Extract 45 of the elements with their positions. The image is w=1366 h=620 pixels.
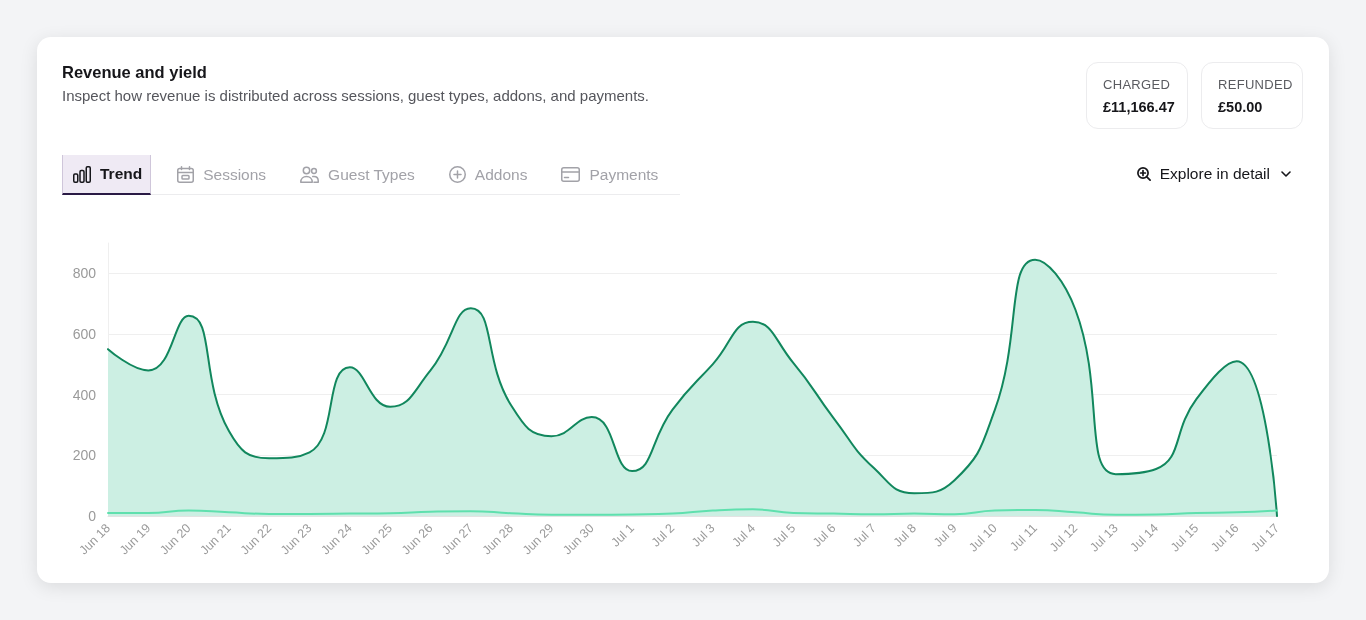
x-tick-label: Jun 29 — [519, 521, 557, 558]
x-tick-label: Jul 16 — [1208, 521, 1242, 555]
chart-subtitle: Inspect how revenue is distributed across sessions, guest types, addons, and payments. — [62, 87, 649, 104]
x-tick-label: Jul 4 — [729, 521, 758, 550]
x-tick-label: Jul 9 — [930, 521, 960, 550]
text: Trend — [100, 165, 143, 183]
x-tick-label: Jul 10 — [966, 521, 1000, 555]
y-tick-label: 200 — [72, 447, 97, 464]
text: Guest Types — [328, 165, 415, 184]
x-tick-label: Jun 20 — [157, 521, 194, 558]
x-tick-label: Jul 13 — [1087, 521, 1121, 555]
x-tick-label: Jul 14 — [1127, 521, 1162, 555]
y-tick-label: 400 — [72, 386, 97, 403]
x-tick-label: Jun 28 — [479, 521, 517, 558]
y-tick-label: 800 — [72, 265, 97, 282]
stat-card: CHARGED £11,166.47 — [1086, 62, 1188, 129]
x-tick-label: Jul 7 — [850, 521, 879, 550]
x-tick-label: Jun 27 — [439, 521, 476, 558]
x-tick-label: Jun 21 — [197, 521, 234, 558]
x-tick-label: Jul 8 — [890, 521, 920, 550]
y-tick-label: 600 — [72, 326, 97, 342]
x-tick-label: Jun 25 — [358, 521, 396, 558]
x-tick-label: Jun 22 — [237, 521, 275, 558]
x-tick-label: Jul 6 — [809, 521, 839, 550]
x-tick-label: Jul 12 — [1046, 521, 1081, 555]
y-tick-label: 0 — [88, 508, 97, 524]
x-tick-label: Jul 5 — [769, 521, 799, 550]
text: Sessions — [203, 165, 267, 184]
chart-title: Revenue and yield — [62, 63, 207, 81]
text: Payments — [589, 165, 659, 184]
text: Explore in detail — [1159, 165, 1270, 183]
x-tick-label: Jun 30 — [560, 521, 597, 558]
x-tick-label: Jul 1 — [608, 521, 638, 550]
x-tick-label: Jul 2 — [648, 521, 678, 550]
x-tick-label: Jun 24 — [318, 521, 355, 558]
x-tick-label: Jun 26 — [399, 521, 436, 558]
x-tick-label: Jul 11 — [1007, 521, 1041, 554]
x-tick-label: Jul 17 — [1248, 521, 1282, 555]
x-tick-label: Jun 19 — [116, 521, 154, 558]
x-tick-label: Jul 15 — [1167, 521, 1202, 555]
x-tick-label: Jul 3 — [689, 521, 718, 550]
stat-card: REFUNDED £50.00 — [1201, 62, 1303, 129]
text: Addons — [474, 165, 528, 184]
x-tick-label: Jun 23 — [278, 521, 315, 558]
x-tick-label: Jun 18 — [76, 521, 113, 558]
